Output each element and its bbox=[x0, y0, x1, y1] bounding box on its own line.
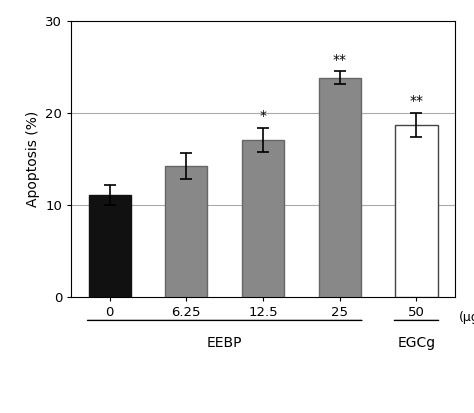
Bar bbox=[165, 166, 208, 297]
Bar bbox=[89, 195, 131, 297]
Text: **: ** bbox=[333, 53, 347, 67]
Text: EGCg: EGCg bbox=[397, 336, 436, 350]
Text: **: ** bbox=[410, 94, 423, 108]
Bar bbox=[319, 78, 361, 297]
Text: EEBP: EEBP bbox=[207, 336, 243, 350]
Bar bbox=[395, 125, 438, 297]
Text: *: * bbox=[260, 109, 266, 123]
Y-axis label: Apoptosis (%): Apoptosis (%) bbox=[26, 111, 40, 207]
Text: (μg/ml): (μg/ml) bbox=[459, 311, 474, 324]
Bar bbox=[242, 140, 284, 297]
